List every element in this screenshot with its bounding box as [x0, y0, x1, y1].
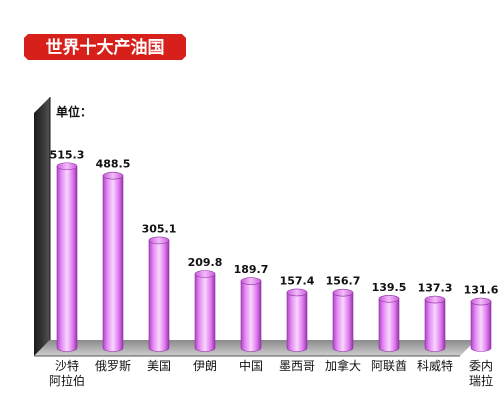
- category-label: 墨西哥: [279, 359, 315, 373]
- bar: [240, 277, 262, 352]
- value-labels-group: 515.3 488.5 305.1 209.8 189.7 157.4 156.7 139.5…: [50, 148, 499, 296]
- bar-body: [332, 292, 354, 352]
- bar-body: [424, 299, 446, 352]
- bar: [102, 171, 124, 352]
- chart-title-badge: 世界十大产油国: [24, 34, 186, 60]
- bar-cap: [194, 270, 216, 278]
- bar-cap: [470, 297, 492, 306]
- unit-label: 单位：: [56, 104, 92, 119]
- value-label: 139.5: [372, 281, 407, 294]
- title-background: [24, 34, 186, 60]
- bar-cap: [378, 294, 400, 303]
- chart-title: 世界十大产油国: [46, 37, 165, 58]
- bar-cap: [102, 171, 124, 180]
- bar-cap: [286, 288, 308, 297]
- bar-cap: [148, 236, 170, 245]
- value-label: 137.3: [418, 282, 453, 295]
- value-label: 156.7: [326, 275, 361, 288]
- bar-body: [148, 240, 170, 352]
- bar: [332, 288, 354, 352]
- bar: [56, 162, 78, 352]
- value-label: 305.1: [142, 222, 177, 235]
- category-label: 美国: [147, 359, 171, 373]
- bar-cap: [240, 277, 262, 285]
- bar-body: [194, 273, 216, 352]
- value-label: 209.8: [188, 256, 223, 269]
- category-label: 科威特: [417, 358, 453, 373]
- bar: [378, 294, 400, 352]
- bar: [286, 288, 308, 352]
- bar-body: [470, 301, 492, 352]
- category-label: 中国: [239, 358, 263, 373]
- value-label: 189.7: [234, 263, 269, 276]
- axis-wall: [34, 97, 50, 356]
- bar-body: [378, 298, 400, 352]
- category-label: 委内瑞拉: [469, 359, 493, 388]
- bar-cap: [332, 288, 354, 297]
- category-label: 阿联酋: [371, 358, 407, 373]
- bar-cap: [424, 295, 446, 304]
- value-label: 488.5: [96, 158, 131, 171]
- category-label: 俄罗斯: [95, 359, 131, 373]
- bar: [424, 295, 446, 352]
- bar: [194, 270, 216, 352]
- bars-group: [56, 162, 492, 352]
- bar: [470, 297, 492, 352]
- bar-body: [286, 292, 308, 352]
- category-label: 伊朗: [193, 359, 217, 373]
- bar-cap: [56, 162, 78, 171]
- bar: [148, 236, 170, 352]
- category-label: 沙特阿拉伯: [49, 358, 85, 388]
- value-label: 515.3: [50, 148, 85, 161]
- bar-body: [102, 175, 124, 352]
- bar-body: [56, 165, 78, 352]
- category-label: 加拿大: [325, 358, 361, 373]
- value-label: 157.4: [280, 274, 315, 287]
- value-label: 131.6: [464, 284, 499, 297]
- bar-body: [240, 280, 262, 352]
